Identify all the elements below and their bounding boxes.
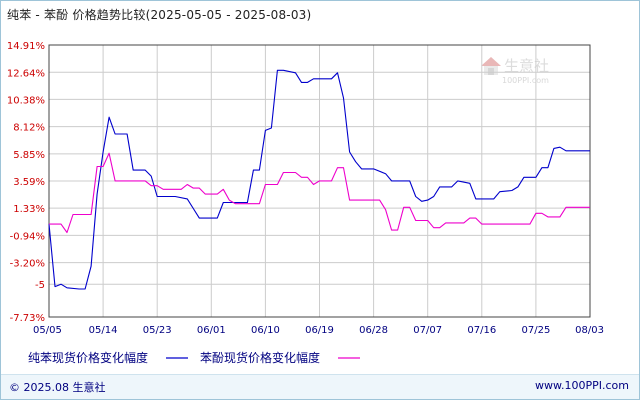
watermark-name: 生意社 [504, 57, 549, 75]
y-tick-label: 8.12% [13, 123, 45, 134]
x-axis: 05/05 05/14 05/23 06/01 06/10 06/19 06/28 07/07… [33, 325, 604, 336]
watermark-url: 100PPI.com [502, 76, 549, 85]
footer-copyright: © 2025.08 生意社 [9, 381, 106, 394]
series-lines [48, 69, 590, 290]
x-tick-label: 06/19 [305, 325, 334, 336]
y-tick-label: -0.94% [10, 231, 45, 242]
footer-url[interactable]: www.100PPI.com [535, 379, 629, 392]
legend-label-series1: 纯苯现货价格变化幅度 [28, 350, 148, 365]
x-tick-label: 06/28 [359, 325, 388, 336]
y-tick-label: 14.91% [7, 41, 45, 52]
x-tick-label: 06/01 [197, 325, 226, 336]
x-tick-label: 06/10 [251, 325, 280, 336]
series-line-1 [48, 69, 590, 290]
chart-title: 纯苯 - 苯酚 价格趋势比较(2025-05-05 - 2025-08-03) [7, 8, 312, 22]
x-tick-label: 07/16 [467, 325, 496, 336]
watermark-logo: 生意社 100PPI.com [481, 57, 549, 85]
x-tick-label: 08/03 [575, 325, 604, 336]
y-tick-label: 3.59% [13, 177, 45, 188]
x-tick-label: 07/25 [521, 325, 550, 336]
x-tick-label: 05/23 [143, 325, 172, 336]
series-line-2 [49, 152, 590, 234]
legend: 纯苯现货价格变化幅度 苯酚现货价格变化幅度 [28, 350, 360, 365]
y-tick-label: 12.64% [7, 68, 45, 79]
x-tick-label: 05/05 [33, 325, 62, 336]
legend-label-series2: 苯酚现货价格变化幅度 [200, 350, 320, 365]
y-tick-label: -3.20% [10, 259, 45, 270]
footer: © 2025.08 生意社 www.100PPI.com [1, 374, 639, 399]
house-icon [481, 57, 501, 75]
y-tick-label: 1.33% [13, 204, 45, 215]
y-tick-label: -7.73% [10, 313, 45, 324]
x-tick-label: 07/07 [413, 325, 442, 336]
y-tick-label: 5.85% [13, 150, 45, 161]
y-axis: 14.91% 12.64% 10.38% 8.12% 5.85% 3.59% 1.33% -0… [7, 41, 45, 324]
y-tick-label: 10.38% [7, 95, 45, 106]
x-tick-label: 05/14 [89, 325, 118, 336]
plot-area [48, 44, 591, 318]
y-tick-label: -5 [35, 280, 45, 291]
